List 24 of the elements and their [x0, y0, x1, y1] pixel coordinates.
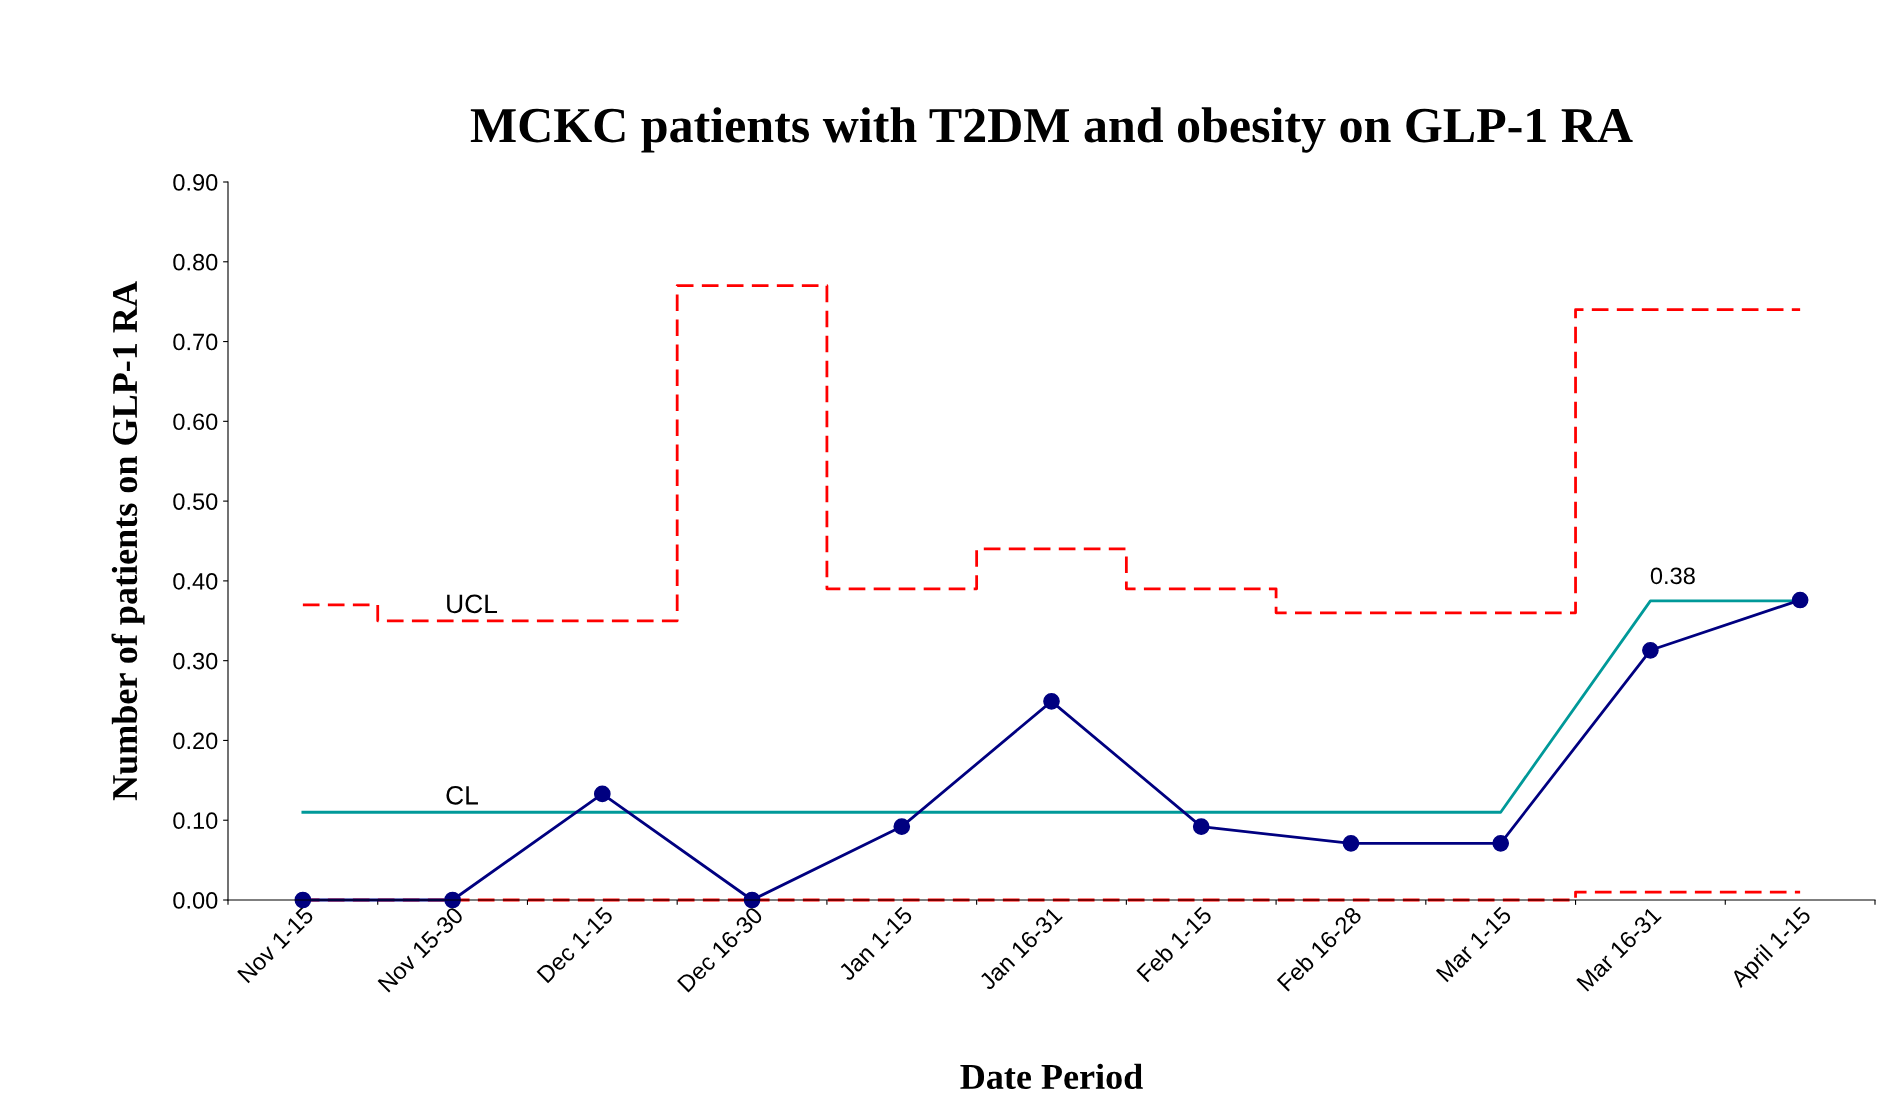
- series-label: UCL: [447, 594, 498, 614]
- point: [1492, 835, 1510, 852]
- y-axis-title: Number of patients on GLP-1 RA: [111, 281, 145, 801]
- y-tick-label: 0.30: [173, 652, 218, 670]
- point: [893, 818, 911, 835]
- point: [1192, 818, 1210, 835]
- series-label: CL: [446, 785, 478, 805]
- y-tick-label: 0.50: [173, 493, 218, 510]
- point: [1043, 693, 1060, 710]
- chart-title: MCKC patients with T2DM and obesity on GLP-1 RA: [470, 107, 1633, 153]
- data-label: 0.38: [1650, 567, 1695, 585]
- point: [1791, 591, 1809, 609]
- point: [593, 785, 611, 803]
- y-tick-label: 0.20: [173, 732, 218, 750]
- y-tick-label: 0.10: [173, 812, 218, 830]
- y-tick-label: 0.00: [173, 892, 218, 909]
- point: [1342, 835, 1360, 852]
- point: [1642, 641, 1659, 659]
- y-tick-label: 0.60: [173, 413, 218, 431]
- y-tick-label: 0.40: [173, 572, 218, 590]
- y-tick-label: 0.80: [173, 253, 218, 271]
- x-axis-title: Date Period: [960, 1063, 1143, 1090]
- y-tick-label: 0.70: [173, 333, 218, 351]
- y-tick-label: 0.90: [173, 174, 218, 191]
